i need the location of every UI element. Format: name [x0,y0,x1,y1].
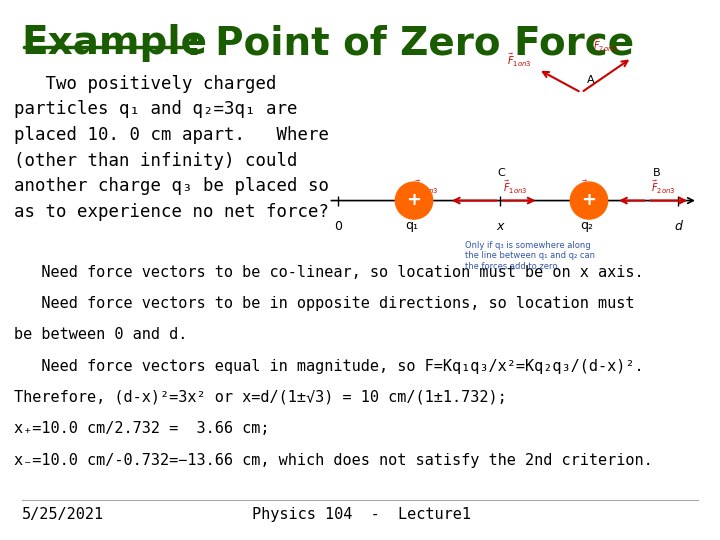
Text: +: + [582,191,596,209]
Text: q₂: q₂ [580,219,593,233]
Text: A: A [587,75,595,85]
Text: $\vec{F}_{2on3}$: $\vec{F}_{2on3}$ [593,37,617,54]
Text: C: C [498,167,505,178]
Text: be between 0 and d.: be between 0 and d. [14,327,188,342]
Text: Physics 104  -  Lecture1: Physics 104 - Lecture1 [252,507,471,522]
Text: : Point of Zero Force: : Point of Zero Force [186,24,634,62]
Circle shape [570,182,608,219]
Text: Only if q₃ is somewhere along
the line between q₁ and q₂ can
the forces add to z: Only if q₃ is somewhere along the line b… [464,241,595,271]
Text: B: B [653,167,661,178]
Circle shape [395,182,433,219]
Text: Two positively charged
particles q₁ and q₂=3q₁ are
placed 10. 0 cm apart.   Wher: Two positively charged particles q₁ and … [14,75,329,221]
Text: Need force vectors to be in opposite directions, so location must: Need force vectors to be in opposite dir… [14,296,635,311]
Text: x₊=10.0 cm/2.732 =  3.66 cm;: x₊=10.0 cm/2.732 = 3.66 cm; [14,421,270,436]
Text: d: d [675,219,683,233]
Text: +: + [407,191,421,209]
Text: $\vec{F}_{2on3}$: $\vec{F}_{2on3}$ [651,179,675,196]
Text: x₋=10.0 cm/-0.732=−13.66 cm, which does not satisfy the 2nd criterion.: x₋=10.0 cm/-0.732=−13.66 cm, which does … [14,453,653,468]
Text: Therefore, (d-x)²=3x² or x=d/(1±√3) = 10 cm/(1±1.732);: Therefore, (d-x)²=3x² or x=d/(1±√3) = 10… [14,390,507,405]
Text: Need force vectors to be co-linear, so location must be on x axis.: Need force vectors to be co-linear, so l… [14,265,644,280]
Text: x: x [496,219,503,233]
Text: $\vec{F}_{1on3}$: $\vec{F}_{1on3}$ [508,52,531,69]
Text: $\vec{F}_{1on3}$: $\vec{F}_{1on3}$ [503,179,528,196]
Text: $\vec{F}_{2on3}$: $\vec{F}_{2on3}$ [414,179,438,196]
Text: $\vec{F}_{1on3}$: $\vec{F}_{1on3}$ [581,179,606,196]
Text: 0: 0 [334,219,342,233]
Text: Example: Example [22,24,207,62]
Text: 5/25/2021: 5/25/2021 [22,507,104,522]
Text: q₁: q₁ [405,219,418,233]
Text: Need force vectors equal in magnitude, so F=Kq₁q₃/x²=Kq₂q₃/(d-x)².: Need force vectors equal in magnitude, s… [14,359,644,374]
